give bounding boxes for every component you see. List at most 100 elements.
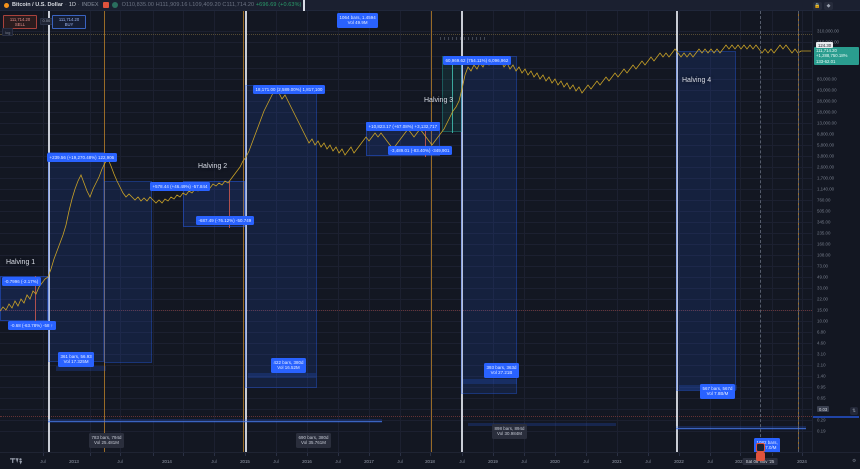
halving-label-3: Halving 3 [424, 97, 454, 104]
measure-label-8[interactable]: -3,489.01 (-83.40%) -349,901 [388, 146, 453, 155]
time-tick-jul: Jul [40, 459, 46, 464]
price-tick: 0.65 [817, 395, 826, 401]
price-tick: 0.29 [817, 417, 826, 423]
price-tick: 235.00 [817, 230, 831, 236]
time-tick-year: 2024 [797, 459, 807, 464]
exchange-label[interactable]: INDEX [81, 2, 99, 8]
header-separator-1: · [65, 2, 67, 8]
price-tick: 1,700.00 [817, 175, 835, 181]
time-tick-jul: Jul [397, 459, 403, 464]
price-tick: 33.00 [817, 285, 828, 291]
measure-rect-3[interactable] [104, 181, 152, 363]
time-tick-year: 2017 [364, 459, 374, 464]
sell-order-tag[interactable]: 111,714.20 SELL [3, 15, 37, 30]
time-tick-jul: Jul [117, 459, 123, 464]
measure-label-9[interactable]: 60,969.62 (754.11%) 6,096,962 [443, 56, 511, 65]
price-tick: 43,000.00 [817, 87, 837, 93]
white-price-tag: 124.30 [816, 42, 834, 48]
bar-label-1[interactable]: 1064 bars, 1.4594 Vol 49.9M [337, 13, 379, 28]
time-tick-year: 2016 [302, 459, 312, 464]
price-tick: 1,140.00 [817, 186, 835, 192]
price-tick: 49.00 [817, 274, 828, 280]
measure-label-3[interactable]: +239.56 (+19,270.48%) 122,906 [47, 153, 117, 162]
measure-rect-9[interactable] [676, 51, 736, 391]
bar-label-3[interactable]: 783 bars, 794d Vol 25.481M [89, 433, 124, 448]
price-tick: 15.00 [817, 307, 828, 313]
symbol-name[interactable]: Bitcoin / U.S. Dollar [12, 2, 64, 8]
crosshair-marker-top [756, 443, 765, 452]
measure-label-2[interactable]: -0.68 (-63.78%) -58 ↑ [8, 321, 56, 330]
buy-price: 111,714.20 [58, 17, 80, 22]
magnet-icon[interactable]: ◆ [824, 1, 833, 10]
current-price-value: 111,714.20 [816, 48, 837, 53]
tradingview-logo[interactable] [10, 456, 24, 466]
time-tick-year: 2021 [612, 459, 622, 464]
price-scale[interactable]: USD ⚙ 310,000.00 210,000.00 110,000.00 8… [812, 0, 860, 452]
bar-label-4[interactable]: 422 bars, 380d Vol 16.52M [271, 358, 306, 373]
time-tick-jul: Jul [211, 459, 217, 464]
buy-order-tag[interactable]: 111,714.20 BUY [52, 15, 86, 30]
ohlc-values: O110,835.00 H111,909.16 L109,409.20 C111… [122, 2, 302, 8]
measure-label-1[interactable]: -0.7996 (-2.17%) [2, 277, 41, 286]
bar-label-5-line2: Vol 35.761M [301, 440, 326, 446]
timeframe-label[interactable]: 1D [68, 2, 76, 8]
current-price-tag: 111,714.20 +1,288,750.18% 133-62.01 [814, 47, 859, 66]
bar-label-4-line2: Vol 16.52M [277, 365, 300, 371]
bar-label-5-line1: 690 bars, 380d [298, 434, 329, 440]
log-scale-toggle[interactable]: log [2, 28, 14, 36]
measure-label-7[interactable]: +10,823.17 (+67.08%) +3,132,717 [366, 122, 440, 131]
measure-label-6[interactable]: 18,171.00 (2,589.00%) 1,817,100 [253, 85, 325, 94]
time-scale[interactable]: Jul 2013 Jul 2014 Jul 2015 Jul 2016 Jul … [0, 452, 860, 469]
price-tick: 22.00 [817, 296, 828, 302]
bar-label-2[interactable]: 361 bars, 56.93 Vol 17.325M [58, 352, 95, 367]
time-scale-gear-icon[interactable]: ⚙ [852, 458, 856, 463]
bar-label-9-line1: 1082 bars, [756, 439, 778, 445]
bar-label-7-line1: 898 bars, 894d [494, 425, 525, 431]
time-tick-year: 2019 [488, 459, 498, 464]
price-tick: 18,000.00 [817, 109, 837, 115]
price-tick: 1.40 [817, 373, 826, 379]
price-tick: 2.10 [817, 362, 826, 368]
price-tick: 4.60 [817, 340, 826, 346]
measure-label-5[interactable]: -687.49 (-76.12%) -50.749 [196, 216, 254, 225]
crosshair-vertical-2 [798, 11, 799, 452]
price-tick: 5,800.00 [817, 142, 835, 148]
bar-label-6[interactable]: 393 bars, 363d Vol 27.21B [484, 363, 519, 378]
bar-label-7[interactable]: 898 bars, 894d Vol 30.984M [492, 424, 527, 439]
measure-price-band [813, 416, 859, 418]
halving-3-line [461, 11, 463, 452]
halving-4-line [676, 11, 678, 452]
measure-band-3[interactable] [463, 379, 517, 384]
measure-band-2[interactable] [248, 373, 316, 378]
ohlc-text: O110,835.00 H111,909.16 L109,409.20 C111… [121, 2, 255, 8]
price-tick: 108.00 [817, 252, 831, 258]
crosshair-vertical [760, 11, 761, 452]
price-tick: 83,000.00 [817, 76, 837, 82]
time-tick-jul: Jul [645, 459, 651, 464]
bar-label-9-line2: Vol 7.0/M [757, 445, 777, 451]
time-cursor-label: Sat 08 Nov '25 [742, 457, 778, 465]
bar-label-6-line2: Vol 27.21B [490, 370, 513, 376]
price-series [0, 44, 811, 312]
price-tick: 760.00 [817, 197, 831, 203]
time-tick-year: 2015 [240, 459, 250, 464]
bar-label-8-line1: 567 bars, 567d [702, 385, 733, 391]
measure-label-4[interactable]: +578.44 (+46.49%) -57.844 [150, 182, 210, 191]
bar-label-8[interactable]: 567 bars, 567d Vol 7.8B/M [700, 384, 735, 399]
indicator-icon[interactable] [111, 2, 118, 8]
measure-band-1[interactable] [56, 366, 106, 371]
candle-icon[interactable] [102, 2, 109, 8]
ohlc-change: +696.69 (+0.63%) [255, 2, 302, 8]
header-separator-2: · [77, 2, 80, 8]
bar-label-3-line2: Vol 25.481M [94, 440, 119, 446]
chart-plot-area[interactable]: 111,714.20 SELL 0.00 111,714.20 BUY log … [0, 11, 812, 452]
lock-icon[interactable]: 🔒 [813, 1, 822, 10]
measure-band-6[interactable] [468, 423, 616, 426]
bar-label-2-line1: 361 bars, 56.93 [60, 353, 92, 359]
auto-fit-icon[interactable]: ⇅ [850, 407, 858, 415]
sell-price: 111,714.20 [9, 17, 31, 22]
current-price-change: +1,288,750.18% [816, 53, 848, 59]
bar-label-5[interactable]: 690 bars, 380d Vol 35.761M [296, 433, 331, 448]
halving-1-line [48, 11, 50, 452]
